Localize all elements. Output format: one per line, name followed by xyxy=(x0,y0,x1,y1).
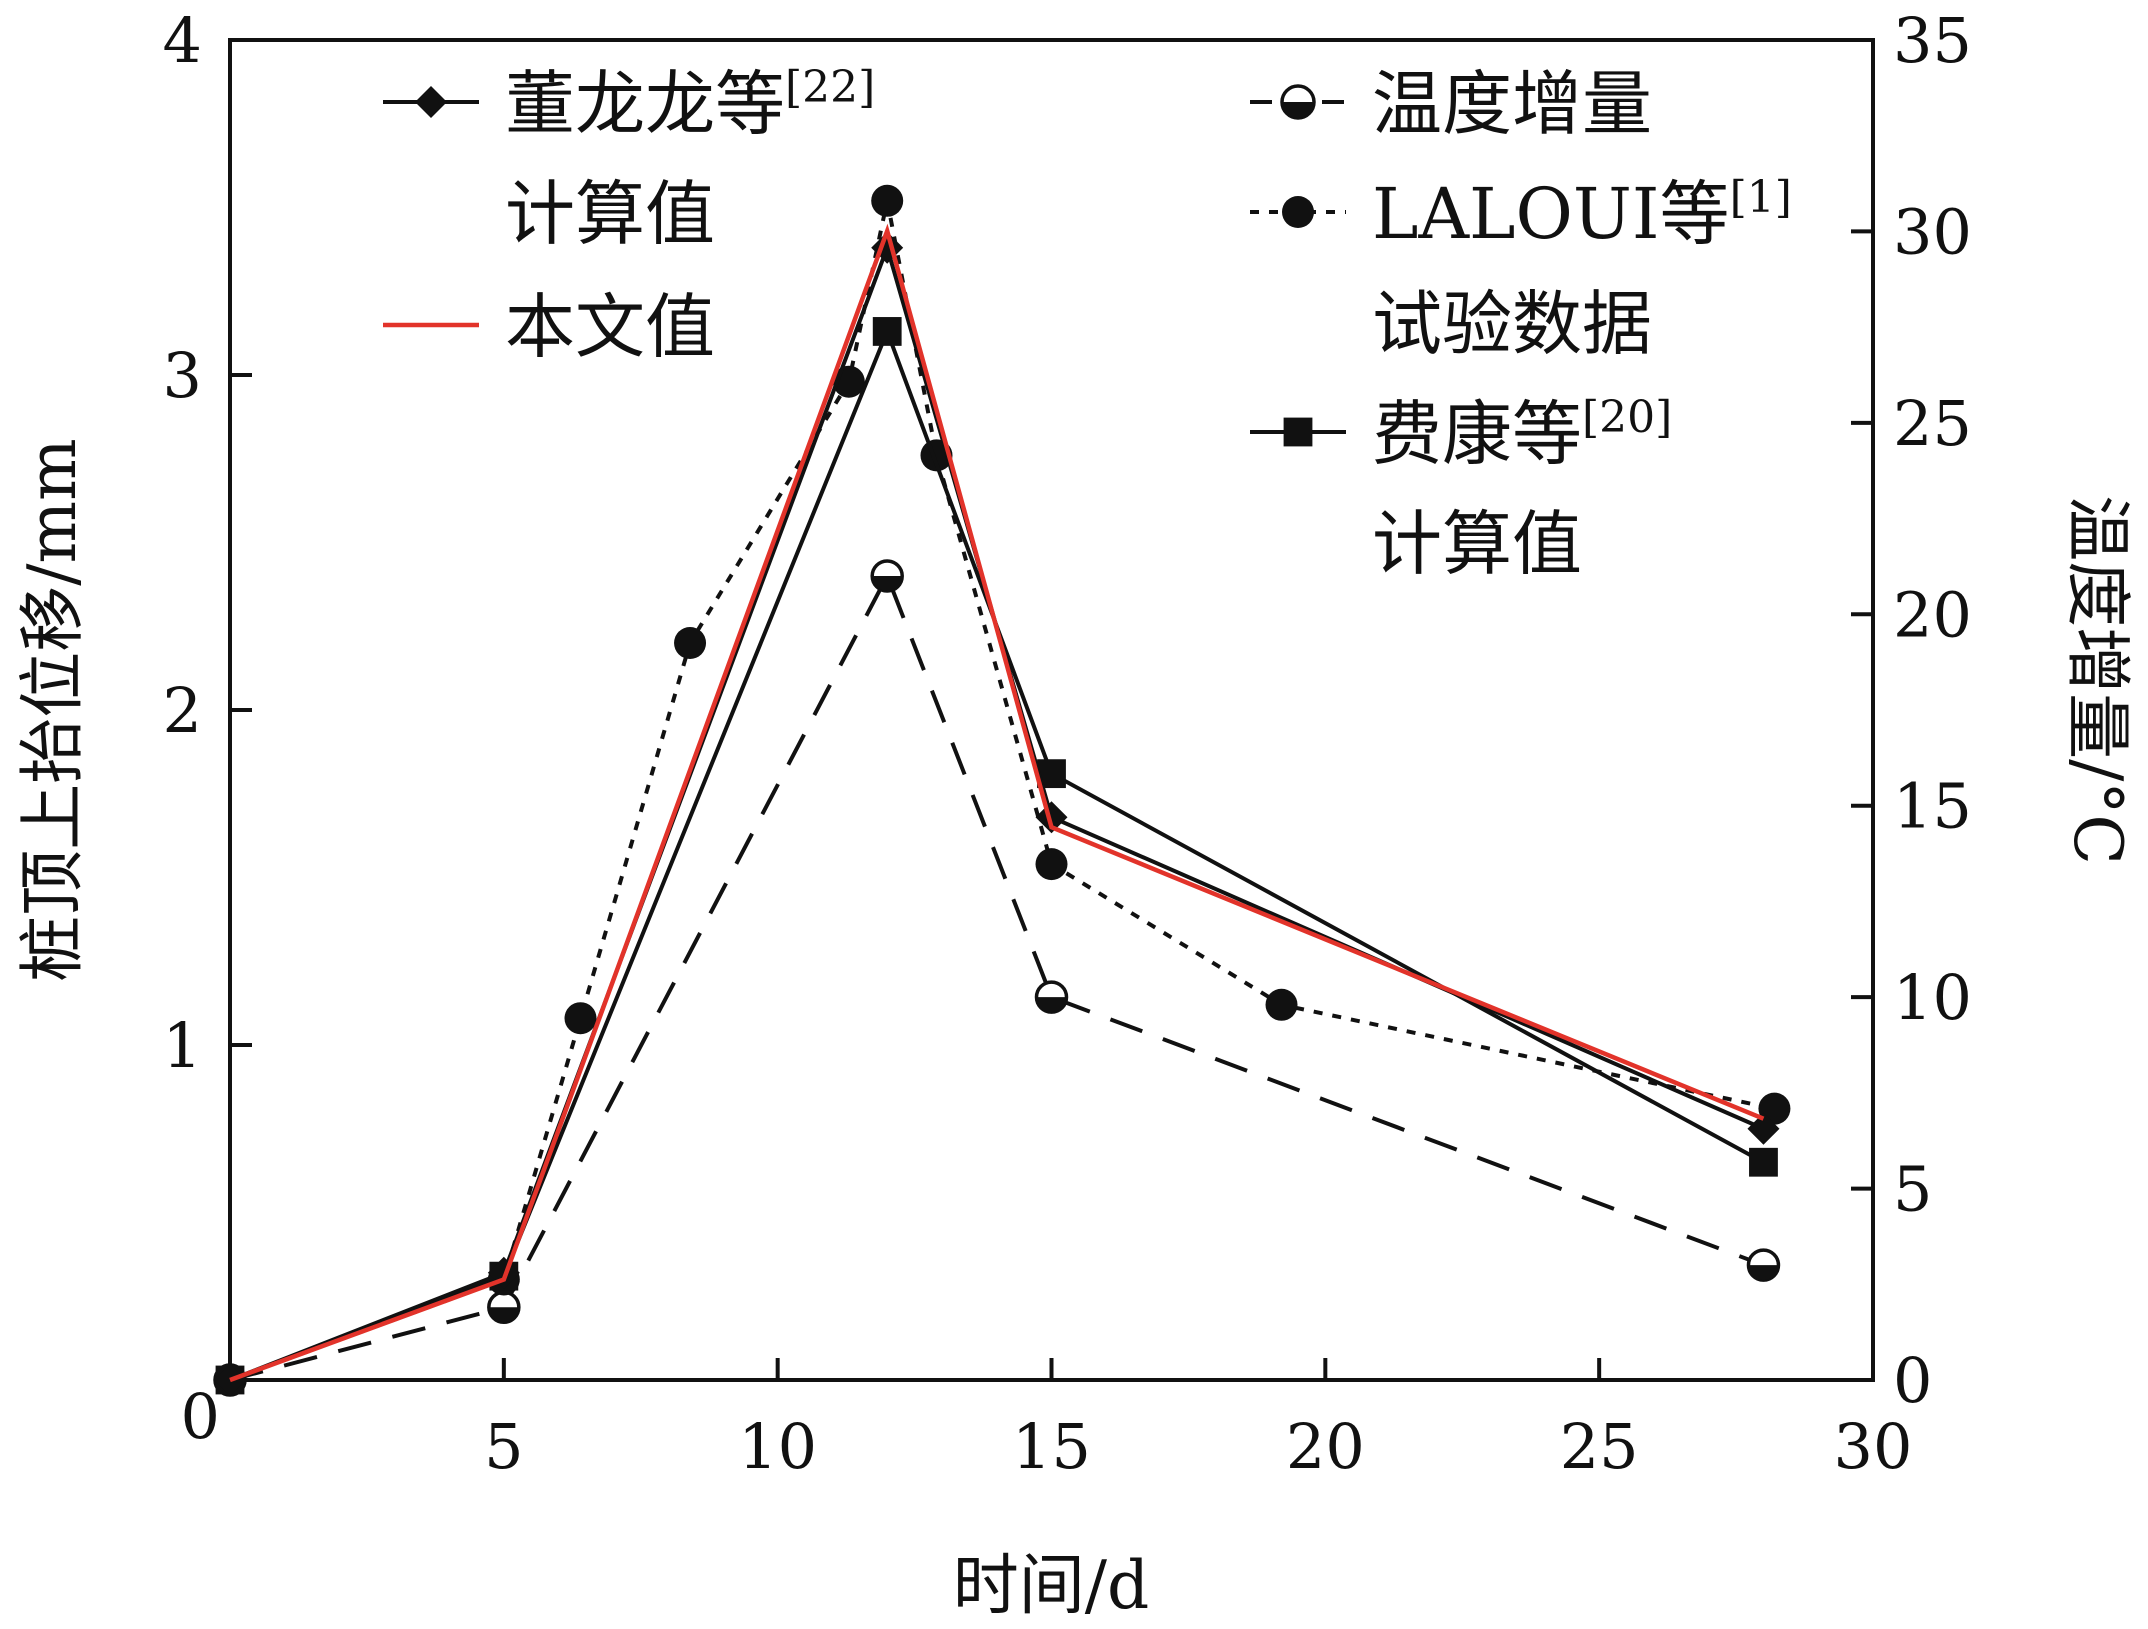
legend-label: 董龙龙等[22] xyxy=(505,62,875,145)
x-axis-title: 时间/d xyxy=(953,1547,1150,1624)
y2-axis-title: 温度增量/°C xyxy=(2059,495,2136,865)
x-tick-label: 5 xyxy=(484,1410,523,1483)
series-2 xyxy=(213,559,1781,1397)
y-axis-title: 桩顶上抬位移/mm xyxy=(14,438,91,981)
y-tick-label: 0 xyxy=(181,1380,220,1453)
legend-label: 费康等[20] xyxy=(1372,392,1672,475)
legend-label: 温度增量 xyxy=(1372,63,1652,145)
legend: 董龙龙等[22]计算值本文值温度增量LALOUI等[1]试验数据费康等[20]计… xyxy=(383,62,1792,585)
legend-item-3: LALOUI等[1] 试验数据 xyxy=(1250,172,1792,365)
legend-label-line2: 计算值 xyxy=(505,173,715,255)
legend-item-0: 董龙龙等[22] 计算值 xyxy=(383,62,875,255)
circle-marker xyxy=(1265,988,1298,1021)
y2-tick-label: 15 xyxy=(1893,770,1972,843)
legend-name: LALOUI等 xyxy=(1372,173,1730,255)
diamond-marker xyxy=(1035,801,1068,834)
circle-marker xyxy=(1035,848,1068,881)
legend-ref: [22] xyxy=(785,62,875,113)
half-circle-fill xyxy=(872,576,903,591)
series-line xyxy=(229,200,1775,1382)
y2-tick-label: 35 xyxy=(1893,4,1972,77)
legend-label: LALOUI等[1] xyxy=(1372,172,1792,255)
y2-tick-label: 25 xyxy=(1893,387,1972,460)
x-tick-label: 25 xyxy=(1560,1410,1639,1483)
half-circle-fill xyxy=(1282,102,1314,118)
y-tick-label: 4 xyxy=(163,4,202,77)
square-marker xyxy=(872,317,902,346)
x-tick-label: 15 xyxy=(1012,1410,1091,1483)
circle-marker xyxy=(871,184,904,217)
legend-name: 费康等 xyxy=(1372,393,1582,475)
half-circle-fill xyxy=(1748,1265,1779,1281)
half-circle-fill xyxy=(1036,997,1067,1013)
legend-label: 本文值 xyxy=(505,286,715,368)
y2-tick-label: 30 xyxy=(1893,195,1972,268)
half-circle-fill xyxy=(488,1307,519,1323)
legend-name: 温度增量 xyxy=(1372,63,1652,145)
x-tick-label: 30 xyxy=(1834,1410,1913,1483)
y2-tick-label: 10 xyxy=(1893,961,1972,1034)
y2-tick-label: 5 xyxy=(1893,1153,1932,1226)
diamond-marker xyxy=(871,231,904,264)
legend-item-2: 温度增量 xyxy=(1250,63,1652,145)
series-line xyxy=(229,223,1765,1383)
legend-name: 本文值 xyxy=(505,286,715,368)
square-marker xyxy=(1749,1147,1778,1177)
diamond-marker xyxy=(1747,1112,1780,1145)
series-line xyxy=(229,571,1765,1382)
legend-label-line2: 计算值 xyxy=(1372,503,1582,585)
series-1 xyxy=(229,223,1765,1383)
series-3 xyxy=(214,184,1791,1396)
series-layer xyxy=(213,184,1791,1397)
legend-name: 董龙龙等 xyxy=(505,63,785,145)
circle-marker xyxy=(674,627,707,659)
square-marker xyxy=(1283,417,1313,447)
legend-ref: [20] xyxy=(1582,392,1672,443)
circle-marker xyxy=(1282,196,1314,228)
circle-marker xyxy=(564,1002,597,1035)
legend-label-line2: 试验数据 xyxy=(1372,283,1652,365)
legend-ref: [1] xyxy=(1730,172,1792,223)
y2-tick-label: 20 xyxy=(1893,578,1972,651)
y-tick-label: 2 xyxy=(163,674,202,747)
y-tick-label: 3 xyxy=(163,339,202,412)
legend-item-1: 本文值 xyxy=(383,286,715,368)
x-tick-label: 10 xyxy=(738,1410,817,1483)
diamond-marker xyxy=(415,86,447,118)
legend-item-4: 费康等[20] 计算值 xyxy=(1250,392,1672,585)
x-tick-label: 20 xyxy=(1286,1410,1365,1483)
y2-tick-label: 0 xyxy=(1893,1344,1932,1417)
y-tick-label: 1 xyxy=(163,1009,202,1082)
